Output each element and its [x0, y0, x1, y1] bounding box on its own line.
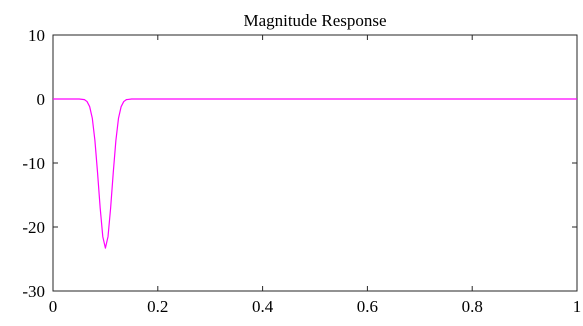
y-tick-label: -30: [22, 282, 45, 301]
x-tick-label: 0.2: [147, 297, 168, 316]
x-tick-label: 0: [49, 297, 58, 316]
chart-title: Magnitude Response: [243, 11, 386, 30]
plot-area: [52, 34, 578, 292]
y-axis: 10 0 -10 -20 -30: [22, 26, 577, 301]
y-tick-label: -20: [22, 218, 45, 237]
series-layer: [53, 98, 577, 249]
y-tick-label: 0: [37, 90, 46, 109]
x-tick-label: 0.6: [357, 297, 378, 316]
series-line-0: [53, 98, 577, 249]
y-tick-label: 10: [28, 26, 45, 45]
x-axis: 0 0.2 0.4 0.6 0.8 1: [49, 35, 582, 316]
y-tick-label: -10: [22, 154, 45, 173]
x-tick-label: 1: [573, 297, 582, 316]
x-tick-label: 0.8: [462, 297, 483, 316]
x-tick-label: 0.4: [252, 297, 274, 316]
